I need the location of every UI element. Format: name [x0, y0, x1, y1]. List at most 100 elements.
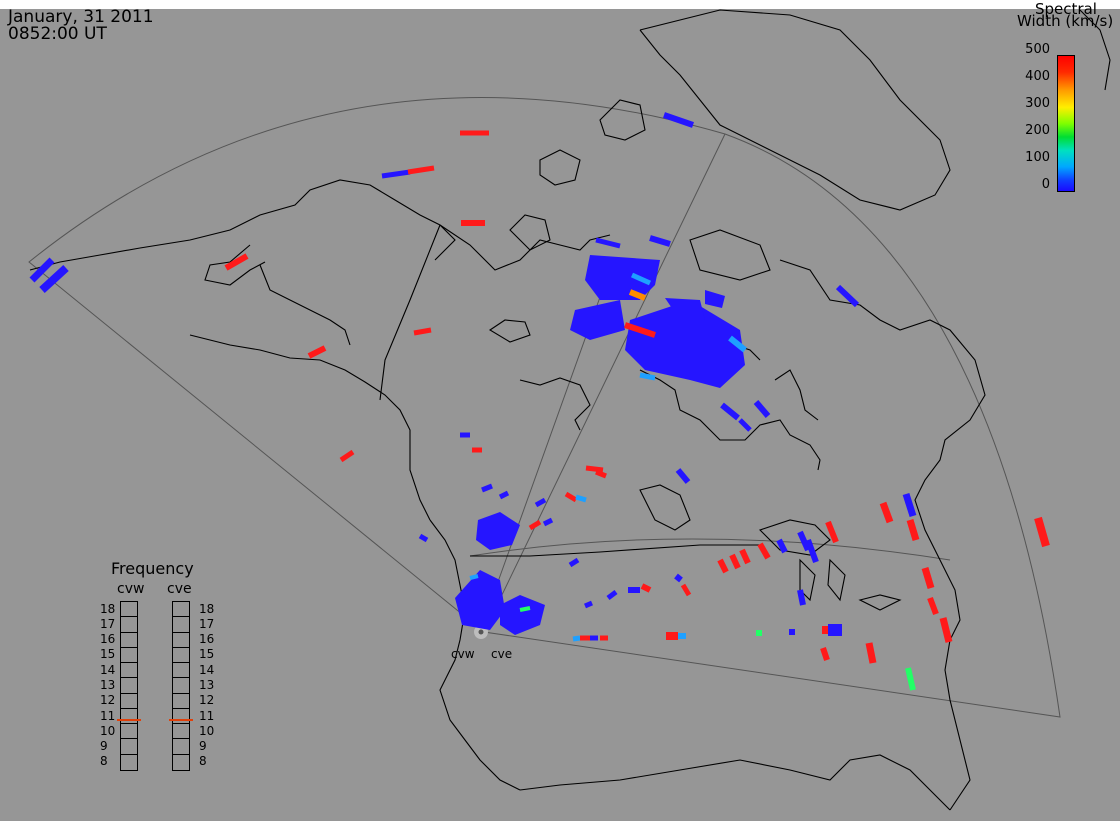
- frequency-cell: [121, 709, 137, 725]
- frequency-tick-label-left: 8: [100, 754, 108, 769]
- radar-label-cve: cve: [491, 647, 513, 661]
- frequency-cell: [121, 663, 137, 679]
- echo-cell: [580, 635, 590, 641]
- frequency-column-label-cvw: cvw: [117, 581, 145, 597]
- echo-cell: [572, 635, 581, 642]
- colorbar-title-line1: Spectral: [1035, 0, 1097, 18]
- fov-boundary: [28, 96, 1061, 718]
- frequency-tick-label-left: 13: [100, 678, 116, 692]
- echo-cell: [927, 596, 939, 616]
- echo-cell: [797, 589, 806, 606]
- colorbar-tick: 300: [1025, 96, 1050, 111]
- spectral-width-colorbar: [1057, 55, 1075, 192]
- echo-cell: [624, 322, 656, 338]
- echo-cell: [835, 284, 860, 308]
- colorbar-tick: 500: [1025, 42, 1050, 57]
- echo-cell: [584, 600, 593, 609]
- echo-cell: [500, 595, 545, 635]
- echo-cell: [625, 300, 745, 388]
- echo-cell: [674, 573, 683, 583]
- frequency-cell: [121, 724, 137, 740]
- frequency-tick-label-right: 9: [199, 739, 207, 754]
- echo-cell: [739, 548, 751, 565]
- frequency-cell: [121, 755, 137, 770]
- echo-cell: [460, 432, 470, 438]
- frequency-cell: [173, 602, 189, 618]
- frequency-tick-label-right: 15: [199, 647, 215, 662]
- echo-cell: [29, 257, 55, 283]
- frequency-tick-label-left: 14: [100, 662, 116, 677]
- echo-cell: [339, 449, 355, 463]
- frequency-tick-label-right: 12: [199, 693, 215, 708]
- echo-cell: [498, 490, 510, 500]
- colorbar-tick: 400: [1025, 69, 1050, 84]
- frequency-scale-cvw: [120, 601, 138, 771]
- echo-cell: [665, 298, 705, 320]
- echo-cell: [939, 617, 953, 643]
- colorbar-tick: 0: [1041, 177, 1050, 192]
- time-label: 0852:00 UT: [8, 24, 107, 44]
- echo-cell: [905, 667, 916, 691]
- frequency-marker-cve: [169, 719, 193, 722]
- echo-cell: [628, 587, 640, 593]
- frequency-cell: [173, 663, 189, 679]
- frequency-cell: [121, 617, 137, 633]
- echo-cell: [628, 289, 647, 301]
- echo-cell: [729, 553, 741, 570]
- frequency-tick-label-right: 10: [199, 723, 215, 738]
- frequency-cell: [121, 694, 137, 709]
- echo-cell: [820, 647, 830, 661]
- echo-cell: [595, 469, 607, 479]
- cve-site-marker: [478, 629, 484, 635]
- frequency-tick-label-right: 16: [199, 632, 215, 647]
- echo-cell: [606, 590, 618, 600]
- frequency-cell: [173, 678, 189, 694]
- echo-cell: [455, 570, 505, 630]
- echo-cell: [666, 632, 678, 640]
- frequency-tick-label-right: 14: [199, 662, 215, 677]
- echo-cell: [649, 235, 671, 247]
- frequency-tick-label-right: 17: [199, 616, 215, 631]
- frequency-cell: [121, 739, 137, 755]
- frequency-tick-label-left: 17: [100, 616, 116, 631]
- echo-cell: [568, 557, 580, 568]
- echo-cell: [640, 583, 652, 593]
- echo-cell: [825, 520, 839, 544]
- echo-cell: [590, 635, 598, 641]
- frequency-scale-cve: [172, 601, 190, 771]
- echo-cell: [680, 583, 692, 597]
- frequency-cell: [121, 602, 137, 618]
- echo-cell: [717, 558, 729, 574]
- echo-cell: [906, 518, 920, 542]
- frequency-tick-label-left: 15: [100, 647, 116, 662]
- echo-cell: [902, 492, 917, 518]
- frequency-cell: [173, 709, 189, 725]
- echo-cell: [728, 335, 747, 353]
- echo-cell: [705, 290, 725, 308]
- echo-cell: [418, 533, 429, 543]
- echo-cell: [461, 220, 485, 226]
- echo-cell: [534, 497, 547, 508]
- frequency-column-label-cve: cve: [167, 581, 192, 597]
- echo-cell: [675, 468, 691, 484]
- frequency-cell: [173, 755, 189, 770]
- echo-cell: [307, 345, 327, 359]
- echo-cell: [476, 512, 520, 550]
- echo-cell: [756, 630, 762, 636]
- echo-cell: [678, 633, 686, 639]
- echo-cell: [460, 130, 489, 136]
- echo-cell: [663, 112, 694, 128]
- frequency-cell: [121, 648, 137, 664]
- frequency-marker-cvw: [117, 719, 141, 722]
- frequency-tick-label-left: 12: [100, 693, 116, 708]
- echo-cell: [600, 635, 608, 641]
- echo-cell: [481, 483, 493, 493]
- echo-cell: [595, 237, 621, 249]
- frequency-cell: [173, 648, 189, 664]
- echo-cell: [753, 400, 771, 418]
- echo-cell: [585, 255, 660, 300]
- date-label: January, 31 2011: [8, 7, 154, 27]
- echo-patches: [29, 112, 1050, 691]
